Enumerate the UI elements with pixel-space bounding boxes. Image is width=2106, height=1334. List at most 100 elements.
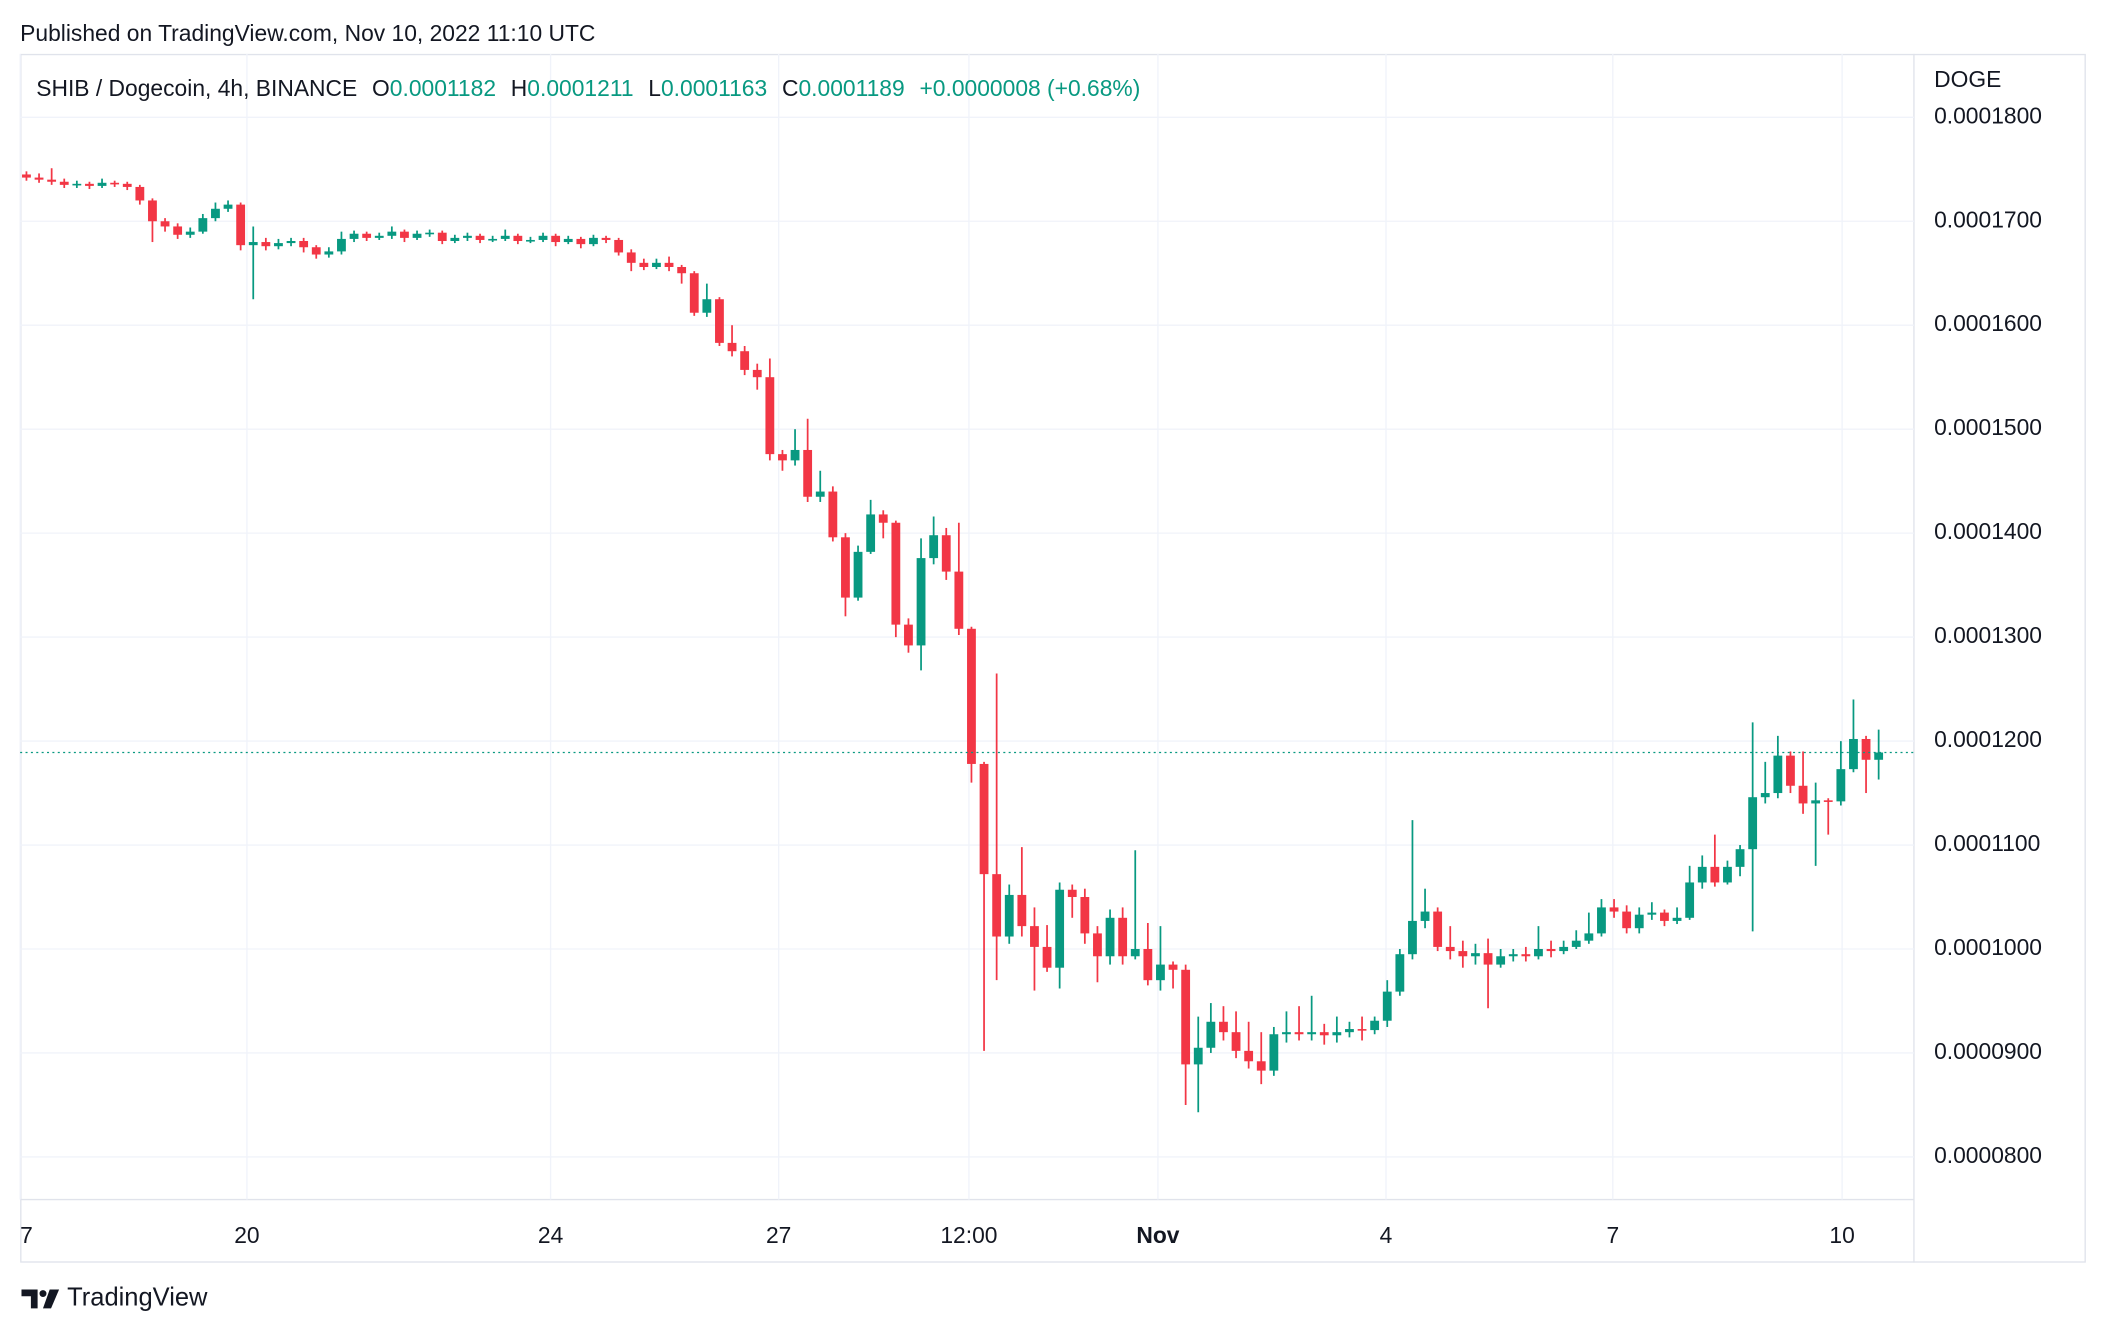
candle-body	[639, 262, 649, 267]
y-tick-label: 0.0001300	[1934, 622, 2042, 648]
candle-body	[1004, 894, 1014, 937]
y-tick-label: 0.0001500	[1934, 414, 2042, 440]
candle-body	[866, 514, 876, 552]
candle-body	[1710, 866, 1720, 883]
candle-body	[1080, 897, 1090, 934]
candle-body	[1345, 1029, 1354, 1033]
candle-body	[1584, 933, 1594, 941]
candle-body	[815, 491, 825, 497]
candle-body	[59, 181, 69, 185]
y-tick-label: 0.0001200	[1934, 726, 2042, 752]
candle-body	[374, 235, 384, 238]
candle-body	[853, 551, 863, 598]
candle-body	[1571, 940, 1581, 947]
y-tick-label: 0.0000900	[1934, 1038, 2042, 1064]
candle-body	[1118, 917, 1128, 957]
legend-ohlc-value: 0.0001189	[798, 75, 904, 101]
candle-body	[1697, 866, 1707, 883]
candle-body	[526, 239, 535, 242]
candle-body	[185, 231, 195, 235]
candle-body	[803, 449, 813, 497]
candle-body	[110, 182, 120, 185]
candle-body	[765, 377, 775, 455]
candle-body	[488, 238, 498, 241]
y-tick-label: 0.0001700	[1934, 206, 2042, 232]
x-tick-label: 20	[234, 1222, 259, 1248]
candle-body	[463, 235, 472, 238]
candle-body	[1093, 933, 1102, 957]
candle-body	[1458, 951, 1468, 957]
candle-body	[614, 239, 624, 253]
candle-body	[1319, 1032, 1329, 1036]
y-tick-label: 0.0001000	[1934, 934, 2042, 960]
candle-body	[475, 235, 485, 240]
chart-frame	[20, 53, 2086, 1263]
candle-body	[324, 251, 334, 255]
candle-body	[1760, 793, 1770, 798]
candle-body	[1496, 956, 1506, 965]
candle-body	[236, 204, 246, 246]
candle-body	[1307, 1032, 1317, 1035]
candle-body	[450, 237, 460, 242]
candle-body	[1030, 926, 1039, 947]
candle-body	[1861, 738, 1871, 760]
candle-body	[878, 514, 888, 523]
candle-body	[702, 299, 712, 313]
candle-body	[261, 242, 271, 247]
candle-body	[589, 237, 598, 245]
candle-body	[1786, 755, 1795, 786]
candle-body	[538, 235, 548, 240]
candle-body	[349, 233, 359, 239]
candle-body	[211, 208, 220, 219]
candle-body	[1420, 911, 1430, 921]
candle-body	[400, 231, 409, 238]
x-tick-label: Nov	[1136, 1222, 1179, 1248]
candle-body	[34, 177, 44, 180]
y-tick-label: 0.0000800	[1934, 1142, 2042, 1168]
x-labels: 17 20 24 27 12:00 Nov 4 7 10	[20, 1222, 1855, 1248]
grid	[19, 53, 1914, 1200]
candle-body	[1219, 1021, 1228, 1033]
candle-body	[1370, 1020, 1380, 1031]
candle-body	[513, 235, 523, 242]
candle-body	[1508, 954, 1518, 957]
candle-body	[47, 179, 57, 182]
candle-body	[274, 243, 283, 247]
candle-body	[1647, 912, 1657, 915]
candle-body	[1130, 948, 1140, 957]
candle-body	[1534, 948, 1543, 957]
legend-ohlc-value: 0.0001211	[527, 75, 633, 101]
y-tick-label: 0.0001600	[1934, 310, 2042, 336]
legend-ohlc-key: L	[648, 75, 661, 101]
legend-ohlc-key: C	[782, 75, 799, 101]
candle-body	[1143, 948, 1153, 981]
candle-body	[97, 182, 107, 186]
candle-body	[576, 238, 586, 245]
candle-body	[198, 218, 208, 232]
candle-body	[248, 242, 258, 246]
candle-body	[1735, 849, 1745, 867]
candle-body	[1483, 953, 1493, 965]
candle-body	[1206, 1021, 1216, 1048]
candle-body	[1798, 785, 1808, 804]
candle-body	[1357, 1029, 1367, 1031]
candle-body	[1231, 1032, 1241, 1051]
candle-body	[1546, 948, 1556, 952]
y-tick-label: 0.0001800	[1934, 102, 2042, 128]
candle-body	[1672, 917, 1682, 921]
candle-body	[715, 299, 724, 343]
candle-body	[1471, 953, 1480, 957]
candle-body	[601, 237, 611, 240]
candle-body	[1521, 954, 1531, 957]
candle-body	[437, 232, 447, 242]
candle-body	[299, 241, 309, 248]
candle-body	[1244, 1050, 1254, 1062]
candle-body	[425, 232, 435, 235]
candle-body	[1622, 911, 1632, 929]
candle-body	[148, 200, 157, 222]
candle-body	[135, 186, 145, 201]
candle-body	[778, 454, 787, 461]
candle-body	[992, 874, 1002, 937]
candle-body	[929, 535, 939, 559]
